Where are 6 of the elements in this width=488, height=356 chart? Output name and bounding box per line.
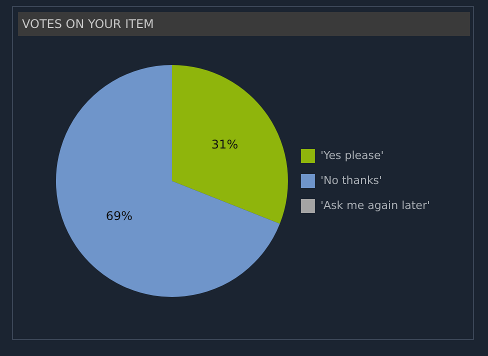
data-label: 69%: [106, 208, 133, 223]
legend-label: 'Ask me again later': [320, 198, 430, 212]
legend-label: 'Yes please': [320, 148, 384, 162]
legend-label: 'No thanks': [320, 174, 382, 187]
chart-title: VOTES ON YOUR ITEM: [18, 12, 470, 36]
data-label: 31%: [211, 137, 238, 152]
